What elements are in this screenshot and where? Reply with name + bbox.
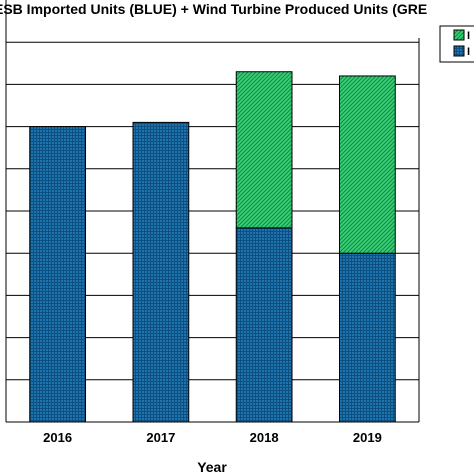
legend-label: I	[467, 30, 470, 42]
legend-label: I	[467, 46, 470, 58]
x-tick-label: 2017	[146, 430, 175, 445]
bar-segment	[29, 126, 87, 423]
legend-swatch	[453, 45, 465, 57]
chart-title: ESB Imported Units (BLUE) + Wind Turbine…	[0, 1, 427, 17]
x-tick-label: 2018	[250, 430, 279, 445]
legend: II	[439, 25, 474, 63]
bar-segment	[338, 252, 396, 423]
x-tick-label: 2019	[353, 430, 382, 445]
bar-segment	[235, 71, 293, 229]
x-tick-labels: 2016 2017 2018 2019	[43, 430, 382, 445]
bars	[29, 71, 396, 423]
x-axis-label: Year	[197, 459, 227, 474]
legend-swatch	[453, 29, 465, 41]
bar-segment	[132, 121, 190, 423]
x-tick-label: 2016	[43, 430, 72, 445]
bar-segment	[235, 227, 293, 423]
bar-segment	[338, 75, 396, 254]
